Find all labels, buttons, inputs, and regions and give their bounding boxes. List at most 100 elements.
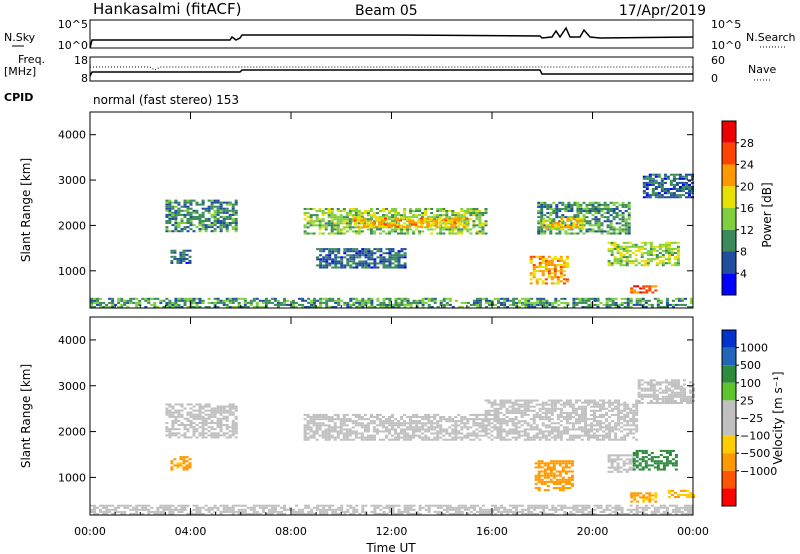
data-cell [322, 504, 326, 507]
data-cell [574, 418, 578, 421]
data-cell [487, 409, 491, 412]
data-cell [309, 222, 313, 225]
data-cell [144, 506, 148, 509]
data-cell [424, 422, 428, 425]
data-cell [391, 306, 395, 309]
data-cell [336, 218, 340, 221]
data-cell [316, 506, 320, 509]
data-cell [373, 264, 377, 267]
data-cell [364, 266, 368, 269]
data-cell [382, 420, 386, 423]
data-cell [273, 510, 277, 513]
data-cell [171, 301, 175, 304]
data-cell [439, 512, 443, 515]
data-cell [171, 405, 175, 408]
data-cell [162, 506, 166, 509]
data-cell [608, 306, 612, 309]
data-cell [373, 248, 377, 251]
data-cell [225, 222, 229, 225]
data-cell [252, 510, 256, 513]
data-cell [657, 173, 661, 176]
data-cell [658, 243, 662, 246]
data-cell [216, 426, 220, 429]
data-cell [249, 301, 253, 304]
data-cell [565, 257, 569, 260]
data-cell [493, 416, 497, 419]
data-cell [555, 470, 559, 473]
data-cell [518, 301, 522, 304]
data-cell [632, 424, 636, 427]
data-cell [183, 508, 187, 511]
data-cell [177, 230, 181, 233]
data-cell [400, 214, 404, 217]
data-cell [222, 432, 226, 435]
data-cell [330, 418, 334, 421]
data-cell [457, 306, 461, 309]
data-cell [667, 243, 671, 246]
data-cell [478, 426, 482, 429]
data-cell [664, 258, 668, 261]
data-cell [475, 428, 479, 431]
data-cell [352, 254, 356, 257]
data-cell [252, 504, 256, 507]
data-cell [168, 428, 172, 431]
data-cell [472, 438, 476, 441]
data-cell [683, 397, 687, 400]
data-cell [415, 301, 419, 304]
data-cell [573, 203, 577, 206]
data-cell [267, 301, 271, 304]
data-cell [671, 458, 675, 461]
data-cell [644, 466, 648, 469]
data-cell [421, 428, 425, 431]
data-cell [567, 216, 571, 219]
data-cell [484, 420, 488, 423]
data-cell [429, 217, 433, 220]
data-cell [207, 207, 211, 210]
data-cell [614, 426, 618, 429]
data-cell [496, 436, 500, 439]
data-cell [333, 216, 337, 219]
data-cell [626, 434, 630, 437]
data-cell [640, 379, 644, 382]
data-cell [213, 409, 217, 412]
data-cell [605, 432, 609, 435]
data-cell [651, 188, 655, 191]
data-cell [505, 432, 509, 435]
data-cell [306, 420, 310, 423]
nsky-tick-bottom: 10^0 [58, 39, 88, 52]
data-cell [186, 299, 190, 302]
data-cell [129, 504, 133, 507]
data-cell [541, 434, 545, 437]
data-cell [678, 196, 682, 199]
data-cell [599, 301, 603, 304]
data-cell [653, 297, 657, 300]
data-cell [403, 264, 407, 267]
data-cell [638, 468, 642, 471]
data-cell [388, 508, 392, 511]
data-cell [295, 512, 299, 515]
data-cell [613, 245, 617, 248]
data-cell [318, 416, 322, 419]
data-cell [436, 506, 440, 509]
data-cell [541, 266, 545, 269]
data-cell [535, 403, 539, 406]
data-cell [621, 224, 625, 227]
data-cell [334, 301, 338, 304]
data-cell [433, 228, 437, 231]
data-cell [361, 306, 365, 309]
data-cell [222, 411, 226, 414]
data-cell [553, 257, 557, 260]
data-cell [637, 387, 641, 390]
data-cell [321, 418, 325, 421]
data-cell [174, 506, 178, 509]
data-cell [179, 458, 183, 461]
data-cell [472, 424, 476, 427]
data-cell [397, 260, 401, 263]
data-cell [611, 438, 615, 441]
data-cell [204, 413, 208, 416]
data-cell [481, 226, 485, 229]
data-cell [511, 411, 515, 414]
data-cell [436, 424, 440, 427]
freq-tick-bottom: 8 [81, 72, 88, 85]
data-cell [258, 506, 262, 509]
